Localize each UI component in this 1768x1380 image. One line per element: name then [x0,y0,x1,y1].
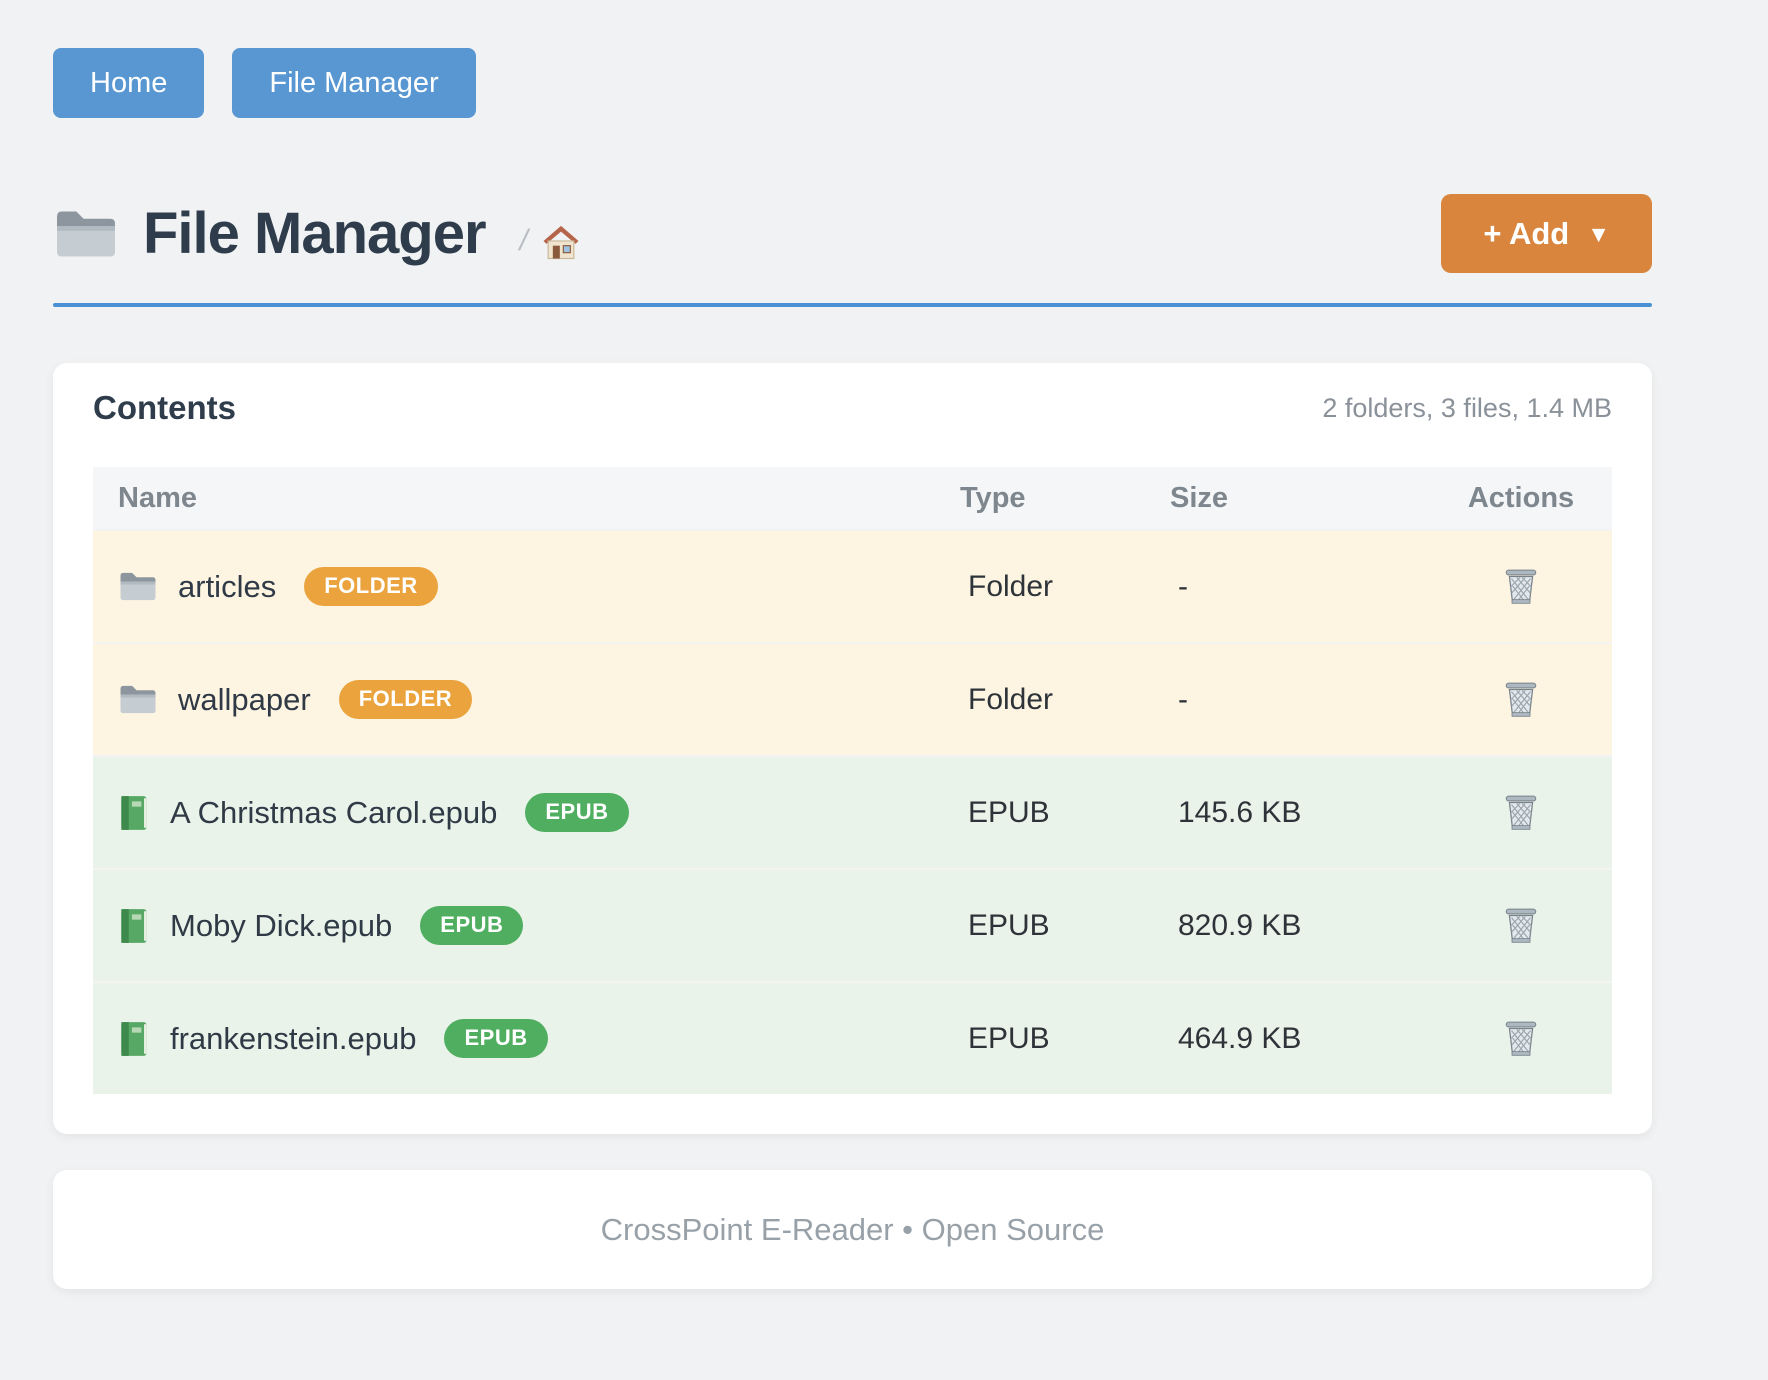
page-title: File Manager [143,201,487,266]
table-row: frankenstein.epub EPUB EPUB 464.9 KB [93,981,1612,1094]
delete-button[interactable] [1497,900,1545,952]
trash-icon [1503,1019,1539,1059]
delete-button[interactable] [1497,674,1545,726]
table-row: articles FOLDER Folder - [93,529,1612,642]
header-divider [53,303,1652,307]
entry-name-link[interactable]: Moby Dick.epub [170,907,393,943]
home-icon[interactable] [540,221,582,261]
folder-badge: FOLDER [304,567,438,606]
contents-card: Contents 2 folders, 3 files, 1.4 MB Name… [53,363,1652,1134]
breadcrumb-separator: / [519,223,528,257]
contents-heading: Contents [93,389,236,426]
entry-size: - [1178,682,1188,716]
entry-type: EPUB [968,908,1050,942]
breadcrumb: / [520,221,582,261]
delete-button[interactable] [1497,787,1545,839]
footer: CrossPoint E-Reader • Open Source [53,1170,1652,1289]
entry-size: 464.9 KB [1178,1021,1302,1055]
entry-name-link[interactable]: frankenstein.epub [170,1020,417,1056]
green-book-icon [118,794,150,832]
folder-badge: FOLDER [338,680,473,719]
delete-button[interactable] [1497,561,1545,613]
column-header-name: Name [118,481,197,514]
delete-button[interactable] [1497,1013,1545,1065]
entry-size: 145.6 KB [1178,795,1302,829]
table-header-row: Name Type Size Actions [93,467,1612,529]
green-book-icon [118,1020,150,1058]
trash-icon [1503,567,1539,607]
trash-icon [1503,906,1539,946]
file-table: Name Type Size Actions articles FOLDER F… [93,467,1612,1094]
folder-icon [118,569,158,604]
add-button-label: + Add [1483,215,1570,251]
file-manager-page: Home File Manager File Manager / + Add ▼… [53,48,1652,1289]
epub-badge: EPUB [444,1019,548,1058]
entry-size: - [1178,569,1188,603]
entry-name-link[interactable]: A Christmas Carol.epub [170,794,498,830]
column-header-actions: Actions [1467,481,1575,514]
add-button[interactable]: + Add ▼ [1441,194,1652,273]
epub-badge: EPUB [420,906,524,945]
entry-name-link[interactable]: articles [178,568,277,604]
page-header: File Manager / + Add ▼ [53,194,1652,273]
top-navigation: Home File Manager [53,48,1652,118]
contents-summary: 2 folders, 3 files, 1.4 MB [1322,392,1612,423]
entry-size: 820.9 KB [1178,908,1302,942]
nav-file-manager-button[interactable]: File Manager [232,48,476,118]
entry-name-link[interactable]: wallpaper [178,681,311,717]
entry-type: Folder [968,682,1054,716]
column-header-size: Size [1170,481,1229,514]
trash-icon [1503,680,1539,720]
contents-card-header: Contents 2 folders, 3 files, 1.4 MB [93,389,1612,427]
green-book-icon [118,907,150,945]
folder-icon [118,682,158,717]
table-row: wallpaper FOLDER Folder - [93,642,1612,755]
entry-type: EPUB [968,1021,1050,1055]
title-group: File Manager [53,200,487,267]
column-header-type: Type [960,481,1026,514]
entry-type: EPUB [968,795,1050,829]
trash-icon [1503,793,1539,833]
entry-type: Folder [968,569,1054,603]
table-row: Moby Dick.epub EPUB EPUB 820.9 KB [93,868,1612,981]
footer-text: CrossPoint E-Reader • Open Source [600,1211,1105,1247]
folder-icon [53,205,119,263]
nav-home-button[interactable]: Home [53,48,205,118]
caret-down-icon: ▼ [1587,221,1610,247]
table-row: A Christmas Carol.epub EPUB EPUB 145.6 K… [93,755,1612,868]
epub-badge: EPUB [525,793,629,832]
